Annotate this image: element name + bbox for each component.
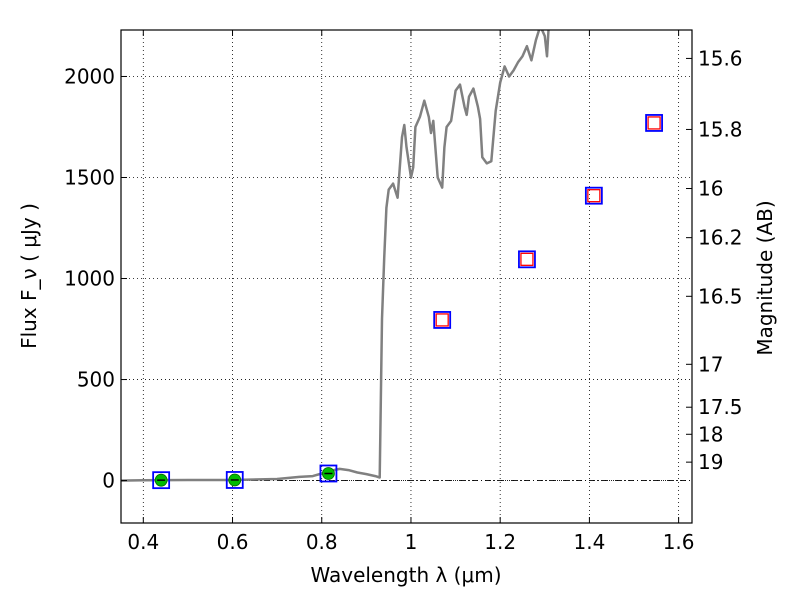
y-tick-label: 1000 [64,267,115,291]
y-tick-label: 2000 [64,64,115,88]
observed-point [518,250,536,269]
observed-point [433,311,452,329]
y-tick-label: 0 [102,469,115,493]
observed-point [152,471,171,490]
right-tick-label: 17 [698,352,723,376]
x-tick-label: 1.2 [484,530,516,554]
observed-point [225,471,244,489]
axes: 0.4 0.6 0.8 1 1.2 1.4 1.6 0 500 1000 1500 2000 15.6 1… [64,29,743,554]
spectrum-line [121,30,550,482]
x-tick-label: 0.8 [306,530,338,554]
y-axis-title: Flux F_ν ( μJy ) [17,203,41,349]
right-axis-title: Magnitude (AB) [753,200,777,355]
right-tick-label: 16 [698,177,723,201]
right-tick-label: 16.2 [698,226,743,250]
right-tick-label: 17.5 [698,395,743,419]
x-tick-label: 0.6 [217,530,249,554]
x-tick-label: 1.4 [573,530,605,554]
x-tick-label: 1.6 [663,530,695,554]
model-point [587,189,601,203]
x-tick-label: 1 [405,530,418,554]
right-tick-label: 18 [698,422,723,446]
data-layer [121,30,663,490]
x-tick-label: 0.4 [127,530,159,554]
observed-point [319,464,338,483]
right-tick-label: 15.8 [698,117,743,141]
right-tick-label: 19 [698,450,723,474]
right-tick-label: 16.5 [698,284,743,308]
observed-point [584,186,603,205]
model-point [520,252,534,266]
y-tick-label: 1500 [64,165,115,189]
y-tick-label: 500 [77,368,115,392]
model-point [647,116,661,130]
x-axis-title: Wavelength λ (μm) [310,563,501,587]
right-tick-label: 15.6 [698,46,743,70]
observed-point [645,114,663,132]
model-point [435,313,449,327]
plot-frame [120,29,693,524]
